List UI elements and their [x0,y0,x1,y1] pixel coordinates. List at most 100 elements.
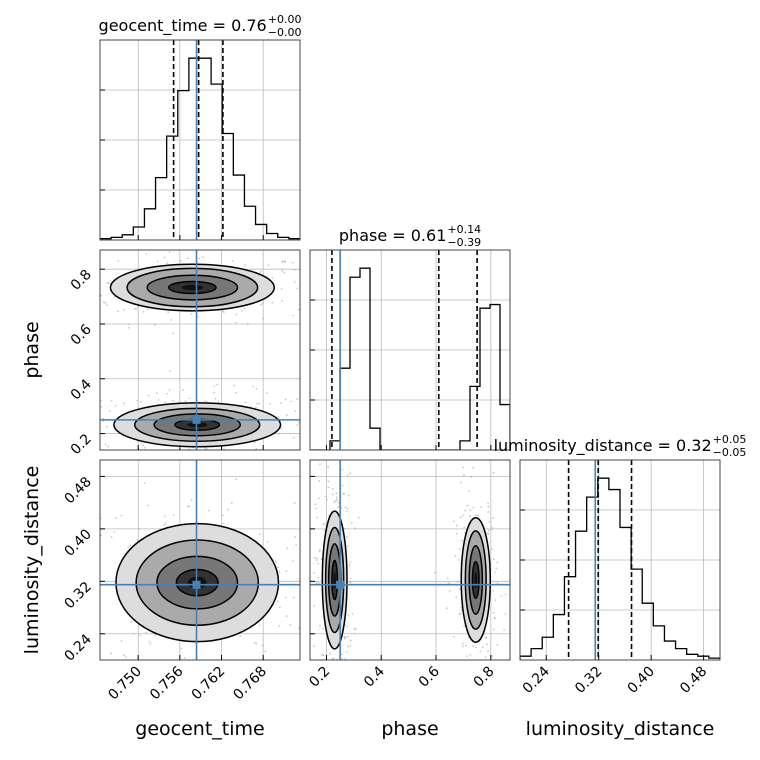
sample-point [328,693,330,695]
sample-point [347,674,349,676]
sample-point [493,616,496,619]
title-text: geocent_time = 0.76 [99,16,267,36]
sample-point [65,265,67,267]
sample-point [291,261,294,264]
sample-point [313,645,315,648]
sample-point [479,650,482,653]
sample-point [94,531,96,533]
sample-point [331,493,334,496]
sample-point [347,635,349,638]
sample-point [127,326,130,329]
sample-point [295,543,298,546]
sample-point [203,400,206,403]
density-blob-1 [460,516,492,644]
y-tick-label-phase: 0.8 [68,267,95,294]
sample-point [45,634,47,636]
sample-point [358,516,360,519]
sample-point [278,625,281,627]
sample-point [213,385,216,388]
sample-point [66,299,68,301]
sample-point [51,268,53,270]
sample-point [341,657,343,660]
sample-point [97,434,99,436]
sample-point [458,613,461,615]
sample-point [484,656,487,659]
sample-point [120,639,123,642]
sample-point [472,466,475,469]
sample-point [18,407,20,409]
sample-point [133,307,136,310]
sample-point [492,589,495,592]
x-tick-label-luminosity-distance: 0.24 [520,663,553,696]
contour-line [109,263,276,312]
x-tick-label-phase: 0.4 [361,663,388,690]
sample-point [204,447,207,449]
sample-point [108,410,111,412]
sample-point [487,502,490,505]
sample-point [340,653,343,656]
sample-point [334,663,336,665]
sample-point [487,529,490,532]
sample-point [446,577,449,579]
sample-point [318,548,321,551]
sample-point [294,410,297,413]
sample-point [122,308,125,311]
sample-point [494,599,497,602]
sample-point [455,524,458,527]
sample-point [108,665,110,667]
hist-panel-luminosity-distance [519,459,721,661]
sample-point [496,582,499,584]
sample-point [469,509,472,511]
sample-point [456,580,459,583]
sample-point [343,637,346,640]
sample-point [458,548,461,551]
sample-point [65,296,67,298]
sample-point [348,564,351,566]
sample-point [285,570,288,573]
sample-point [213,391,215,394]
sample-point [110,399,113,402]
sample-point [447,582,450,585]
sample-point [106,282,109,284]
sample-point [58,440,60,442]
sample-point [474,514,477,517]
sample-point [359,321,361,323]
sample-point [261,302,264,304]
sample-point [341,484,344,487]
sample-point [137,305,139,308]
sample-point [330,293,332,295]
sample-point [86,289,88,291]
sample-point [129,544,132,547]
sample-point [320,492,322,494]
sample-point [154,634,157,636]
title-plus: +0.05 [713,433,747,446]
sample-point [186,505,189,508]
sample-point [138,528,141,531]
sample-point [55,578,57,580]
sample-point [127,546,129,548]
title-plus: +0.00 [268,13,302,26]
sample-point [258,402,260,405]
panel-phase-vs-geocent-time [18,247,361,460]
sample-point [96,300,98,302]
sample-point [503,629,506,631]
sample-point [289,400,292,403]
sample-point [475,646,477,649]
sample-point [317,576,320,579]
sample-point [349,577,352,580]
sample-point [317,256,319,258]
sample-point [479,695,481,697]
sample-point [433,571,436,574]
sample-point [317,497,320,500]
sample-point [345,510,348,513]
sample-point [117,260,120,262]
sample-point [343,635,346,638]
sample-point [319,624,321,627]
sample-point [283,271,286,274]
sample-point [315,582,318,585]
histogram-geocent-time [100,57,300,240]
title-text: phase = 0.61 [339,226,446,245]
sample-point [92,458,94,460]
sample-point [188,247,190,249]
sample-point [349,561,352,564]
